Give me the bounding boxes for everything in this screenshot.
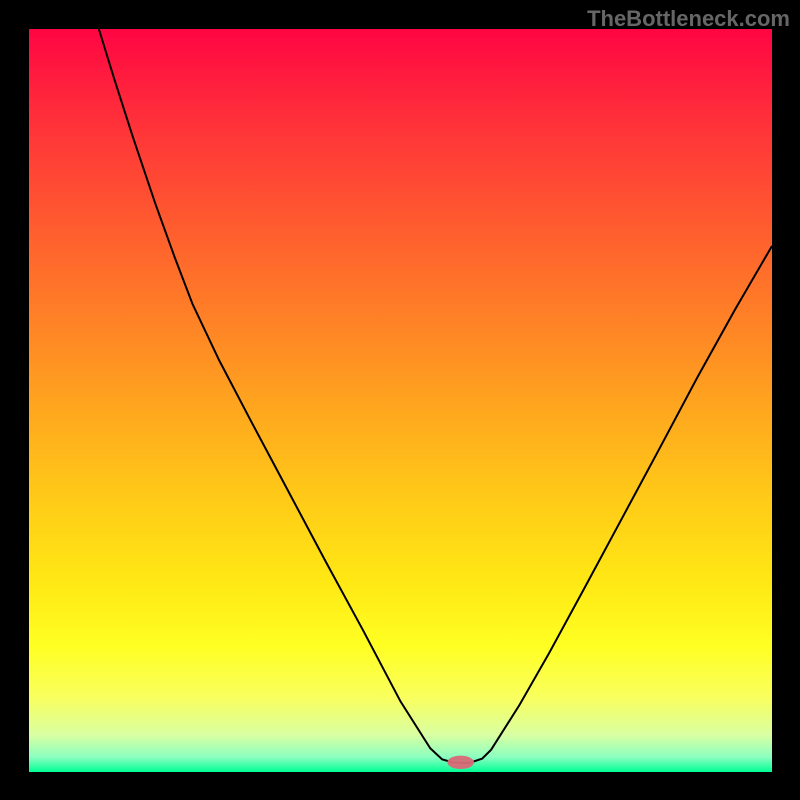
watermark-text: TheBottleneck.com <box>587 6 790 32</box>
bottleneck-marker <box>447 756 474 769</box>
bottleneck-curve <box>99 29 772 763</box>
chart-plot-area <box>29 29 772 772</box>
chart-curve-layer <box>29 29 772 772</box>
